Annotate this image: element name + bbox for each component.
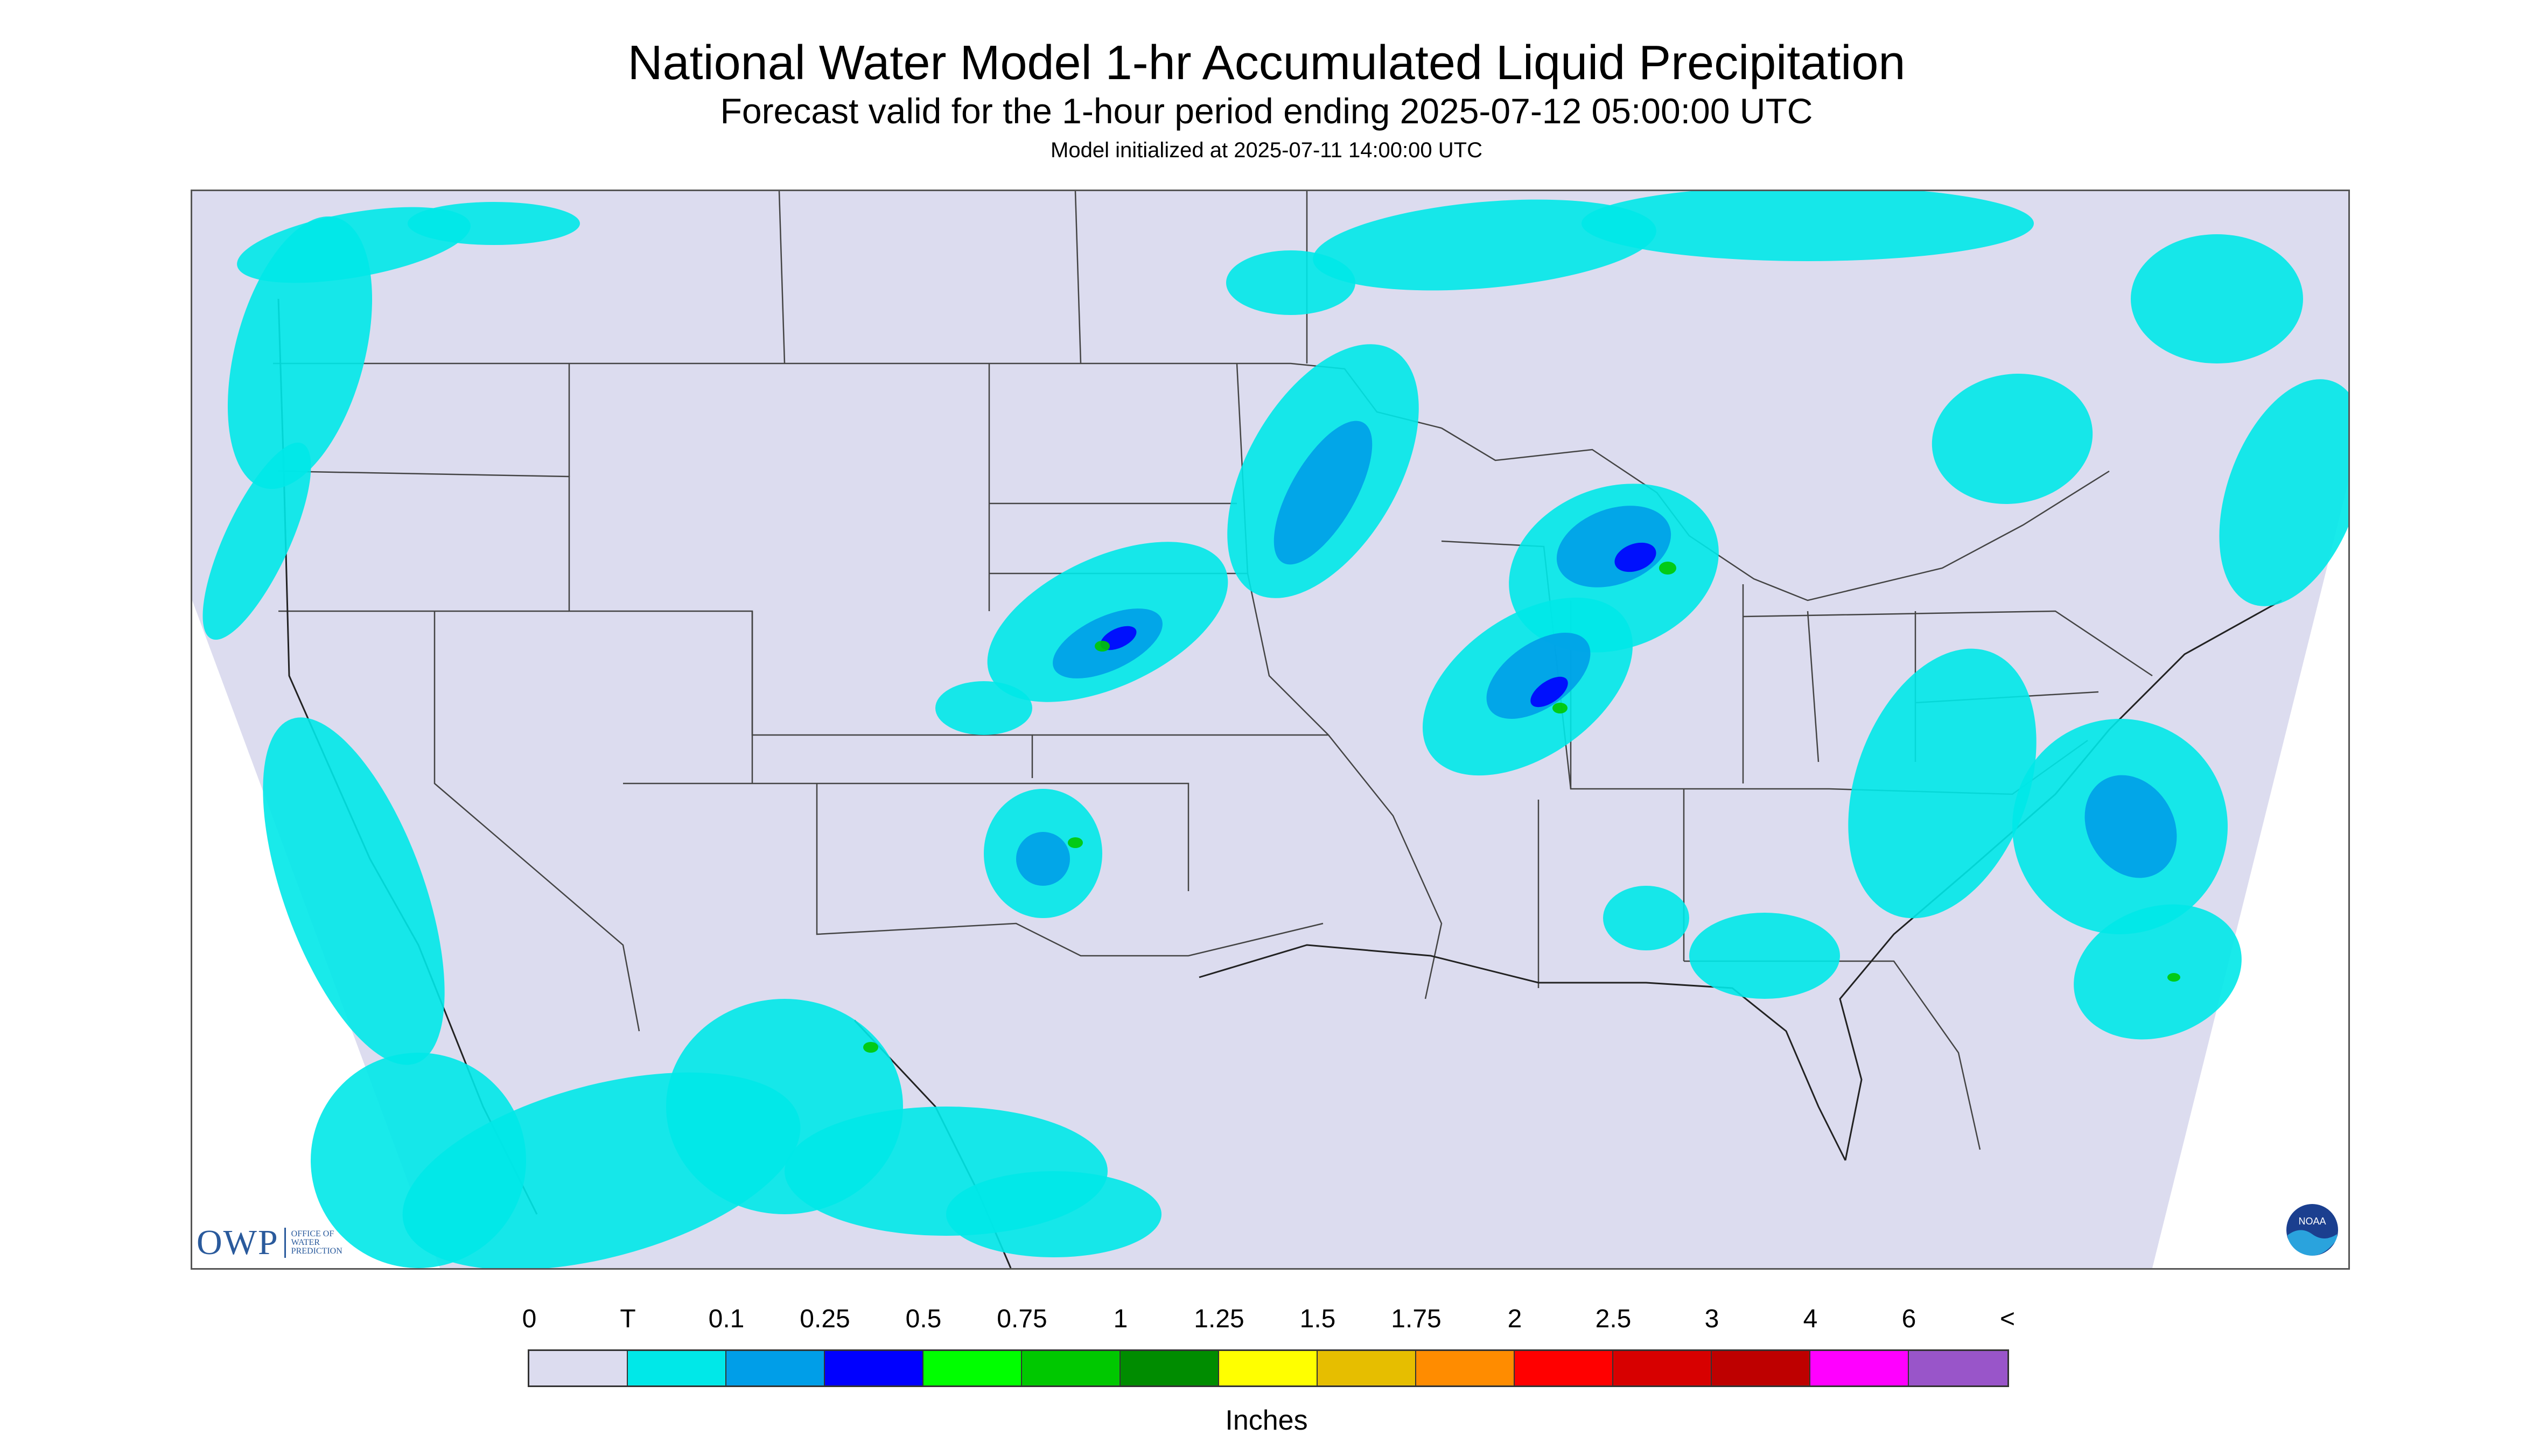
precip-area-24 xyxy=(1689,913,1840,999)
owp-logo-text: OFFICE OF WATER PREDICTION xyxy=(291,1230,342,1256)
legend-tick-7: 1.25 xyxy=(1194,1305,1244,1333)
legend-swatch-5 xyxy=(1022,1351,1121,1385)
legend-swatch-0 xyxy=(529,1351,628,1385)
precip-area-9 xyxy=(946,1171,1161,1257)
precip-area-31 xyxy=(2084,775,2177,878)
legend-tick-3: 0.25 xyxy=(800,1305,850,1333)
precipitation-map xyxy=(191,190,2350,1270)
legend-tick-6: 1 xyxy=(1113,1305,1128,1333)
precip-area-10 xyxy=(1313,199,1656,291)
owp-logo-divider xyxy=(284,1228,286,1258)
legend-swatch-14 xyxy=(1909,1351,2007,1385)
model-domain xyxy=(192,191,2348,1268)
precip-area-27 xyxy=(1486,633,1591,719)
legend-tick-12: 3 xyxy=(1704,1305,1719,1333)
forecast-valid-subtitle: Forecast valid for the 1-hour period end… xyxy=(720,91,1813,131)
texas-border xyxy=(816,783,1324,957)
precip-area-38 xyxy=(1095,641,1110,652)
legend-swatch-7 xyxy=(1219,1351,1318,1385)
four-corners-lines xyxy=(623,782,1189,891)
precip-area-41 xyxy=(2167,973,2180,982)
legend-color-bar xyxy=(528,1349,2009,1387)
precipitation-field xyxy=(202,191,2348,1268)
legend-swatch-2 xyxy=(726,1351,825,1385)
precip-area-39 xyxy=(1068,837,1083,848)
legend-tick-2: 0.1 xyxy=(708,1305,745,1333)
gulf-coast xyxy=(1199,944,1846,1161)
legend-swatch-13 xyxy=(1810,1351,1909,1385)
precip-area-40 xyxy=(863,1042,878,1053)
legend-tick-8: 1.5 xyxy=(1299,1305,1336,1333)
precip-area-1 xyxy=(408,202,580,245)
precip-area-12 xyxy=(1582,191,2034,261)
precip-area-2 xyxy=(227,216,373,489)
precip-area-25 xyxy=(1603,886,1689,950)
precip-area-23 xyxy=(2074,904,2242,1040)
legend-tick-5: 0.75 xyxy=(997,1305,1047,1333)
legend-swatch-10 xyxy=(1515,1351,1613,1385)
precip-area-32 xyxy=(1016,832,1070,886)
legend-swatch-11 xyxy=(1613,1351,1712,1385)
noaa-logo: NOAA xyxy=(2284,1202,2340,1258)
owp-logo-line3: PREDICTION xyxy=(291,1247,342,1256)
precip-area-36 xyxy=(1552,703,1568,713)
precip-area-37 xyxy=(1659,562,1676,575)
legend-swatch-9 xyxy=(1416,1351,1515,1385)
legend-tick-13: 4 xyxy=(1803,1305,1818,1333)
great-lakes-border xyxy=(1441,427,2110,601)
precip-area-22 xyxy=(2219,379,2348,606)
legend-tick-1: T xyxy=(620,1305,636,1333)
legend-tick-14: 6 xyxy=(1901,1305,1916,1333)
noaa-logo-text: NOAA xyxy=(2298,1216,2326,1227)
california-nevada-border xyxy=(278,610,640,1032)
precip-area-35 xyxy=(1100,626,1137,650)
legend-tick-11: 2.5 xyxy=(1595,1305,1632,1333)
legend-tick-10: 2 xyxy=(1507,1305,1522,1333)
legend-swatch-6 xyxy=(1121,1351,1219,1385)
noaa-logo-emblem: NOAA xyxy=(2284,1202,2340,1258)
legend-swatch-8 xyxy=(1318,1351,1416,1385)
legend-tick-0: 0 xyxy=(522,1305,537,1333)
legend-units: Inches xyxy=(1225,1405,1308,1436)
legend-swatch-1 xyxy=(628,1351,726,1385)
precip-area-30 xyxy=(1274,421,1373,565)
legend-tick-9: 1.75 xyxy=(1391,1305,1442,1333)
mountain-state-lines xyxy=(568,363,990,783)
owp-logo: OWP OFFICE OF WATER PREDICTION xyxy=(197,1222,342,1263)
canada-province-lines xyxy=(778,191,1082,364)
precip-area-17 xyxy=(935,681,1032,735)
legend-tick-15: < xyxy=(1999,1305,2016,1333)
owp-logo-abbrev: OWP xyxy=(197,1223,279,1262)
precip-area-34 xyxy=(1614,542,1656,572)
map-title: National Water Model 1-hr Accumulated Li… xyxy=(627,36,1906,90)
legend-tick-4: 0.5 xyxy=(905,1305,942,1333)
precip-area-19 xyxy=(1848,648,2037,919)
owp-logo-line2: WATER xyxy=(291,1238,320,1247)
legend-tick-labels: 0 T 0.1 0.25 0.5 0.75 1 1.25 1.5 1.75 2 2.5 3 4 6 < xyxy=(0,1304,2533,1336)
legend-swatch-12 xyxy=(1712,1351,1810,1385)
map-canvas xyxy=(192,191,2348,1268)
owp-logo-line1: OFFICE OF xyxy=(291,1229,334,1238)
precip-area-11 xyxy=(1226,250,1355,315)
precip-area-33 xyxy=(1530,676,1568,708)
precip-area-26 xyxy=(2131,234,2303,363)
precip-area-21 xyxy=(1932,373,2093,505)
legend-swatch-3 xyxy=(825,1351,923,1385)
model-init-label: Model initialized at 2025-07-11 14:00:00… xyxy=(1051,138,1482,162)
precip-area-4 xyxy=(263,717,445,1065)
precip-area-3 xyxy=(202,442,311,640)
legend-swatch-4 xyxy=(923,1351,1022,1385)
